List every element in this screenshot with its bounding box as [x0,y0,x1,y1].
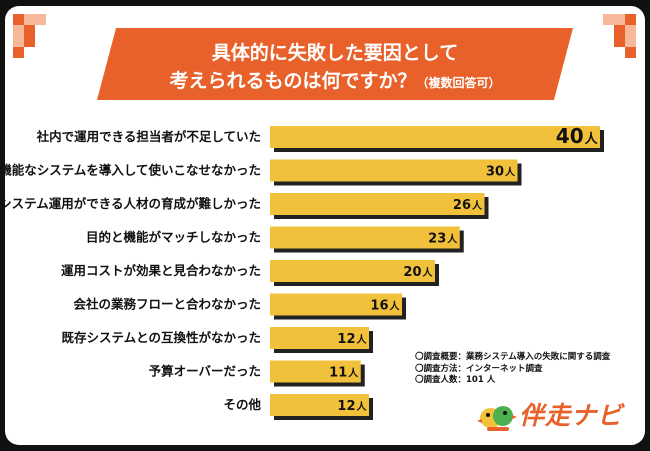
infographic-card: 具体的に失敗した要因として 考えられるものは何ですか？（複数回答可） 社内で運用… [5,6,645,445]
data-label-unit: 人 [447,233,458,246]
corner-decoration-square [13,36,24,47]
data-label-unit: 人 [357,333,368,346]
data-label: 23 [428,232,446,247]
data-label: 30 [486,165,504,180]
corner-decoration-square [614,25,625,36]
corner-decoration-square [13,25,24,36]
bar-chart: 社内で運用できる担当者が不足していた 40 人多機能なシステムを導入して使いこなせな… [5,124,604,420]
title-banner: 具体的に失敗した要因として 考えられるものは何ですか？（複数回答可） [97,28,573,100]
category-label: 会社の業務フローと合わなかった [73,297,261,312]
category-label: 多機能なシステムを導入して使いこなせなかった [5,163,261,178]
brand-logo-text: 伴走ナビ [519,401,624,430]
bar [270,394,369,416]
corner-decoration-square [625,25,636,36]
bar [270,360,361,383]
category-label: 予算オーバーだった [149,364,261,379]
data-label-unit: 人 [390,300,401,313]
title-banner-background [97,28,573,100]
category-label: 運用コストが効果と見合わなかった [61,263,261,278]
corner-decoration-square [614,36,625,47]
data-label-unit: 人 [348,367,359,380]
corner-decoration-square [13,47,24,58]
corner-decoration-square [35,14,46,25]
survey-note-overview: 〇調査概要：業務システム導入の失敗に関する調査 [415,352,611,362]
data-label-unit: 人 [472,199,483,212]
bar [270,159,518,182]
data-label: 12 [337,399,355,414]
category-label: 社内で運用できる担当者が不足していた [36,129,261,144]
category-label: 既存システムとの互換性がなかった [61,330,261,345]
survey-notes: 〇調査概要：業務システム導入の失敗に関する調査 〇調査方法：インターネット調査 … [415,352,610,387]
chart-title-note: （複数回答可） [416,76,501,90]
data-label: 11 [329,366,347,381]
bird-mascot-icon [477,406,517,431]
bar [270,293,402,316]
corner-decoration-square [24,25,35,36]
data-label-unit: 人 [505,166,516,179]
bar [270,327,369,349]
corner-decoration-square [24,36,35,47]
chart-title-line1: 具体的に失敗した要因として [211,42,459,64]
bar [270,193,485,215]
bar [270,126,600,148]
corner-decoration-square [24,14,35,25]
data-label-unit: 人 [585,131,599,147]
corner-decoration-square [603,14,614,25]
corner-decoration-square [614,14,625,25]
category-label: 目的と機能がマッチしなかった [86,230,261,245]
chart-title-line2: 考えられるものは何ですか？（複数回答可） [97,66,573,93]
survey-note-method: 〇調査方法：インターネット調査 [415,363,543,374]
corner-decoration-square [625,14,636,25]
data-label: 16 [370,299,388,314]
bar [270,260,435,282]
corner-decoration-square [13,14,24,25]
data-label: 26 [453,198,471,213]
data-label-unit: 人 [423,266,434,279]
data-label: 40 [556,124,584,148]
data-label-unit: 人 [357,400,368,413]
data-label: 12 [337,332,355,347]
survey-note-count: 〇調査人数：101 人 [415,375,496,385]
corner-decoration-square [625,47,636,58]
brand-logo: 伴走ナビ [477,394,627,434]
data-label: 20 [403,265,421,280]
category-label: システム運用ができる人材の育成が難しかった [5,196,261,211]
bar [270,226,460,249]
category-label: その他 [223,397,261,412]
chart-title-line2-text: 考えられるものは何ですか？ [169,70,417,92]
corner-decoration-square [625,36,636,47]
